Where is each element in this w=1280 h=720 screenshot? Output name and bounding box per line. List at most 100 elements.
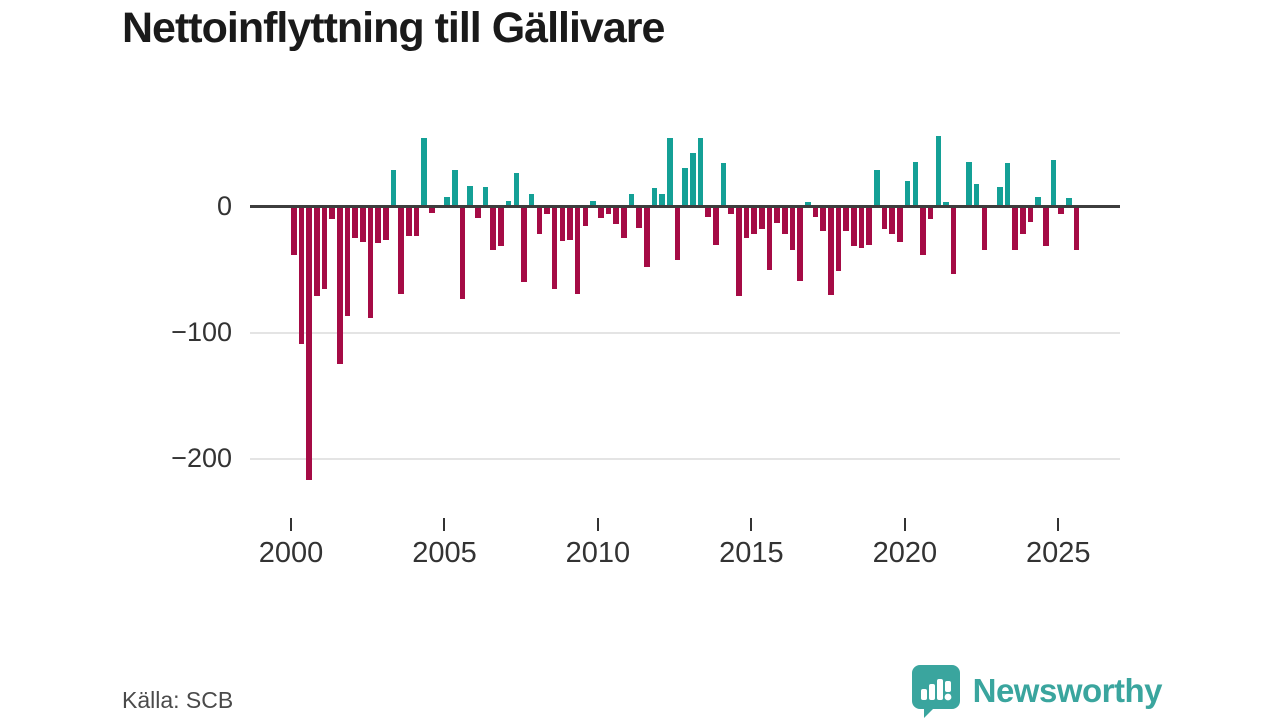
bar-2008Q4 xyxy=(559,208,566,241)
x-axis-tick xyxy=(596,518,599,531)
bar-2011Q3 xyxy=(643,208,650,268)
bar-2023Q2 xyxy=(1004,162,1011,207)
bar-2001Q1 xyxy=(321,208,328,289)
bar-2007Q4 xyxy=(528,194,535,207)
x-axis-zero-line xyxy=(250,205,1120,208)
bar-2009Q1 xyxy=(567,208,573,240)
bar-2024Q2 xyxy=(1035,196,1041,207)
bar-2023Q3 xyxy=(1012,208,1018,250)
bar-2002Q3 xyxy=(367,208,374,318)
bar-2020Q4 xyxy=(927,208,934,220)
bar-2017Q4 xyxy=(835,208,842,271)
bar-2017Q1 xyxy=(812,208,819,217)
bar-2022Q1 xyxy=(966,161,972,207)
bar-2006Q4 xyxy=(498,208,504,246)
bar-2000Q3 xyxy=(306,208,312,481)
gridline xyxy=(250,332,1120,334)
bar-2013Q3 xyxy=(705,208,711,217)
bar-2020Q3 xyxy=(920,208,926,255)
bar-2005Q4 xyxy=(467,185,474,207)
bar-2016Q3 xyxy=(797,208,803,282)
bar-2007Q3 xyxy=(521,208,527,283)
x-axis-tick xyxy=(290,518,292,531)
bar-2018Q1 xyxy=(843,208,850,231)
bar-2017Q2 xyxy=(820,208,827,231)
bar-2000Q2 xyxy=(298,208,305,345)
bar-2021Q2 xyxy=(943,201,949,207)
x-axis-tick-label: 2005 xyxy=(412,537,477,569)
bar-2011Q4 xyxy=(651,188,658,207)
x-axis-tick-label: 2020 xyxy=(872,537,938,569)
bar-2012Q1 xyxy=(659,194,665,207)
bar-chart-pin-icon xyxy=(911,665,960,718)
bar-2014Q3 xyxy=(736,208,742,297)
x-axis-tick xyxy=(443,518,446,531)
bar-2013Q1 xyxy=(689,152,696,207)
x-axis-tick xyxy=(750,518,753,531)
bar-2013Q2 xyxy=(697,137,704,207)
bar-2001Q4 xyxy=(344,208,351,317)
bar-2018Q4 xyxy=(866,208,873,245)
bar-2014Q2 xyxy=(728,208,734,215)
bar-2007Q1 xyxy=(505,200,512,207)
bar-2003Q3 xyxy=(398,208,405,294)
bar-2004Q3 xyxy=(429,208,435,214)
bar-2001Q3 xyxy=(337,208,343,365)
bar-2005Q1 xyxy=(444,196,451,207)
bar-2019Q3 xyxy=(889,208,896,235)
bar-2023Q1 xyxy=(996,186,1003,207)
bar-2003Q4 xyxy=(406,208,412,236)
bar-2015Q3 xyxy=(766,208,773,270)
bar-2003Q1 xyxy=(383,208,389,240)
newsworthy-wordmark: Newsworthy xyxy=(972,672,1163,709)
bar-2022Q2 xyxy=(973,184,980,207)
bar-2016Q1 xyxy=(782,208,788,235)
bar-2018Q2 xyxy=(851,208,857,246)
bar-2006Q3 xyxy=(490,208,497,250)
bar-2021Q3 xyxy=(950,208,957,274)
bar-2014Q4 xyxy=(743,208,750,239)
bar-2010Q3 xyxy=(613,208,619,225)
bar-2008Q2 xyxy=(544,208,550,215)
bar-2005Q3 xyxy=(459,208,466,299)
bar-2011Q1 xyxy=(628,194,635,207)
bar-2011Q2 xyxy=(636,208,642,229)
bar-2015Q1 xyxy=(751,208,757,235)
bar-2010Q4 xyxy=(620,208,627,239)
bar-2003Q2 xyxy=(390,170,397,207)
bar-2024Q1 xyxy=(1027,208,1034,222)
bar-2010Q1 xyxy=(597,208,604,219)
x-axis-tick-label: 2000 xyxy=(258,537,324,569)
bar-2000Q4 xyxy=(314,208,320,297)
bar-2019Q4 xyxy=(897,208,903,243)
bar-2016Q2 xyxy=(789,208,796,250)
chart-title: Nettoinflyttning till Gällivare xyxy=(122,4,665,52)
bar-2009Q3 xyxy=(582,208,589,226)
y-axis-tick-label: −100 xyxy=(171,317,232,347)
bar-2025Q2 xyxy=(1065,198,1072,207)
bar-2019Q2 xyxy=(881,208,888,230)
bar-2002Q2 xyxy=(360,208,366,243)
x-axis-tick-label: 2015 xyxy=(719,537,784,569)
bar-2018Q3 xyxy=(858,208,865,249)
source-note: Källa: SCB xyxy=(122,687,234,713)
bar-2020Q1 xyxy=(904,180,911,207)
bar-2001Q2 xyxy=(329,208,335,220)
bar-2015Q4 xyxy=(774,208,780,224)
x-axis-tick xyxy=(903,518,906,531)
bar-2019Q1 xyxy=(874,170,880,207)
bar-2022Q3 xyxy=(981,208,988,250)
bar-2013Q4 xyxy=(713,208,719,245)
y-axis-tick-label: 0 xyxy=(216,191,232,221)
bar-2004Q1 xyxy=(413,208,420,236)
bar-2024Q4 xyxy=(1050,160,1057,207)
y-axis-tick-label: −200 xyxy=(171,443,232,473)
bar-2006Q2 xyxy=(482,186,489,207)
bar-2005Q2 xyxy=(452,170,458,207)
bar-2000Q1 xyxy=(291,208,297,255)
bar-2002Q1 xyxy=(352,208,358,239)
bar-2008Q1 xyxy=(536,208,543,235)
bar-2025Q1 xyxy=(1058,208,1064,215)
bar-2012Q4 xyxy=(682,167,688,207)
x-axis-tick xyxy=(1057,518,1060,531)
